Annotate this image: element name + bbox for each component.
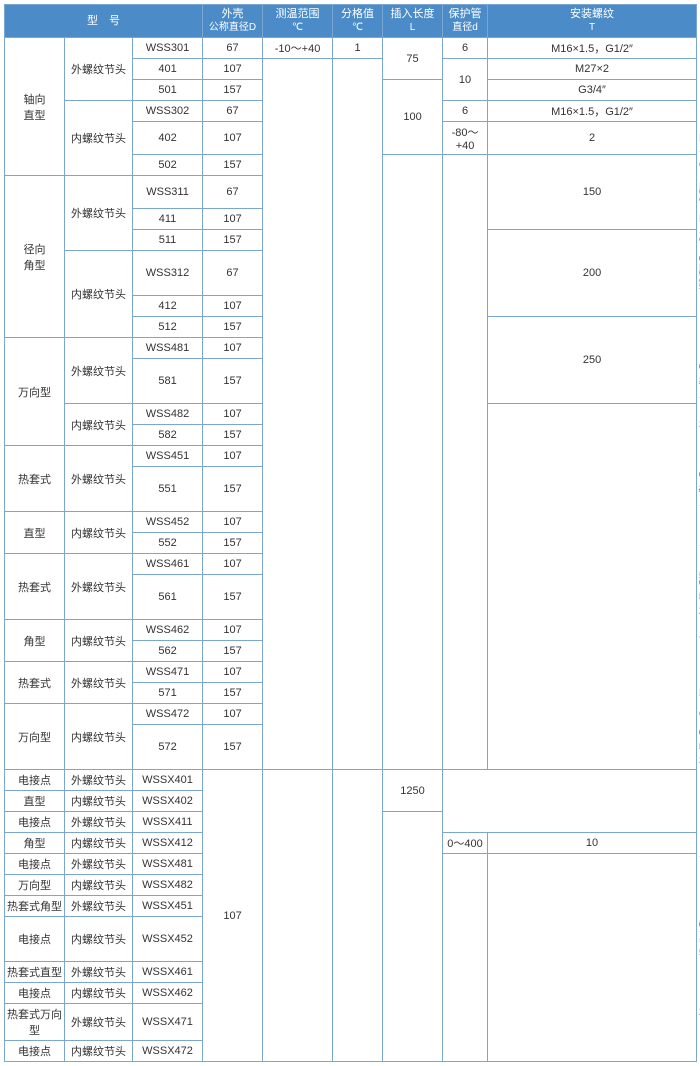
model: WSS301 (133, 38, 203, 59)
hdr-div: 分格值℃ (333, 5, 383, 38)
cat-axial: 轴向 直型 (5, 38, 65, 176)
hdr-model: 型 号 (5, 5, 203, 38)
cat-universal: 万向型 (5, 338, 65, 446)
cat-radial: 径向 角型 (5, 176, 65, 338)
thread: M16×1.5，G1/2″ (488, 38, 697, 59)
hdr-diameter: 外壳公称直径D (203, 5, 263, 38)
spec-table: 型 号 外壳公称直径D 测温范围℃ 分格值℃ 插入长度L 保护管直径d 安装螺纹… (4, 4, 697, 1062)
hdr-len: 插入长度L (383, 5, 443, 38)
hdr-temp: 测温范围℃ (263, 5, 333, 38)
temp: -10～+40 (263, 38, 333, 59)
joint-ext: 外螺纹节头 (65, 38, 133, 101)
joint-int: 内螺纹节头 (65, 101, 133, 176)
len: 75 (383, 38, 443, 80)
hdr-tube: 保护管直径d (443, 5, 488, 38)
dia: 67 (203, 38, 263, 59)
hdr-thread: 安装螺纹T (488, 5, 697, 38)
table-header: 型 号 外壳公称直径D 测温范围℃ 分格值℃ 插入长度L 保护管直径d 安装螺纹… (5, 5, 697, 38)
tube: 6 (443, 38, 488, 59)
div: 1 (333, 38, 383, 59)
